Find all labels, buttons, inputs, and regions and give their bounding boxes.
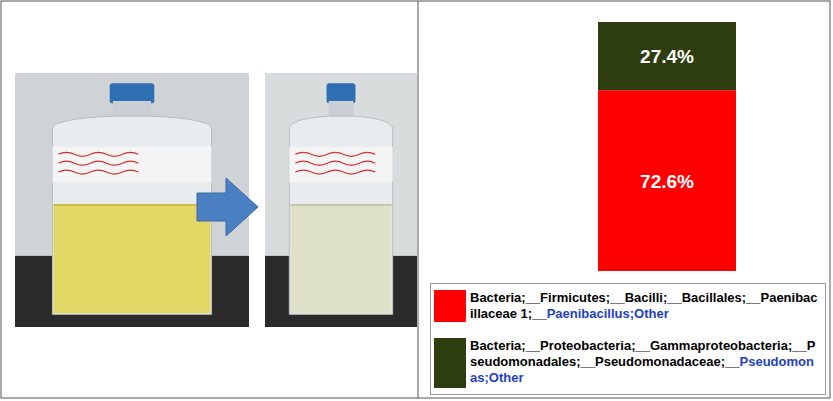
- photo: [265, 73, 417, 327]
- cap: [110, 83, 155, 103]
- data-labels: 72.6% 27.4%: [640, 46, 694, 192]
- legend-label: Bacteria;__Firmicutes;__Bacilli;__Bacill…: [470, 290, 820, 322]
- liquid: [290, 205, 391, 313]
- liquid: [53, 205, 210, 313]
- data-label: 27.4%: [640, 46, 694, 67]
- neck: [329, 101, 354, 116]
- bars: [598, 22, 736, 271]
- legend: Bacteria;__Firmicutes;__Bacilli;__Bacill…: [430, 283, 826, 395]
- label-tape: [52, 147, 211, 183]
- frame: [1, 1, 830, 398]
- handwriting: [58, 152, 138, 156]
- data-label: 72.6%: [640, 171, 694, 192]
- handwriting: [295, 161, 375, 165]
- photo-background: [265, 73, 417, 327]
- legend-swatch: [434, 338, 466, 388]
- handwriting: [295, 170, 375, 174]
- legend-genus: Pseudomonas;Other: [470, 354, 814, 385]
- bar-segment: [598, 22, 736, 90]
- handwriting: [295, 152, 375, 156]
- meniscus: [290, 204, 391, 206]
- meniscus: [53, 204, 210, 206]
- legend-swatch: [434, 290, 466, 322]
- divider: [418, 1, 419, 398]
- label-tape: [289, 147, 392, 183]
- bar-segment: [598, 90, 736, 271]
- arrow: [197, 178, 258, 236]
- handwriting: [58, 170, 138, 174]
- figure: {"chart_data": {"type": "bar", "stacked"…: [0, 0, 833, 401]
- legend-label: Bacteria;__Proteobacteria;__Gammaproteob…: [470, 338, 820, 386]
- bottle-glass: [289, 116, 392, 314]
- handwriting: [58, 161, 138, 165]
- bottle-glass: [52, 116, 211, 314]
- neck: [113, 101, 151, 116]
- cap: [327, 83, 356, 103]
- legend-genus: Paenibacillus;Other: [547, 306, 669, 321]
